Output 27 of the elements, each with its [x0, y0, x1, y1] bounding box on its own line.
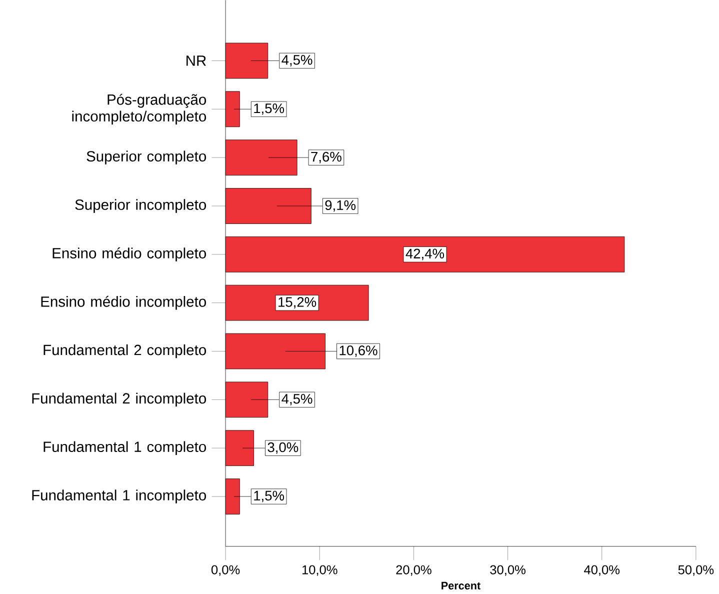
- data-label: 9,1%: [325, 200, 356, 212]
- x-axis-title: Percent: [442, 582, 480, 590]
- data-label: 3,0%: [268, 442, 298, 454]
- data-label: 4,5%: [282, 394, 312, 406]
- x-tick-label: 0,0%: [211, 565, 240, 576]
- data-label: 15,2%: [278, 296, 316, 308]
- x-tick-label: 20,0%: [396, 565, 432, 576]
- x-tick-label: 30,0%: [490, 565, 526, 576]
- y-tick-label: Fundamental 2 completo: [44, 344, 206, 358]
- y-tick-label: Fundamental 2 incompleto: [32, 392, 206, 406]
- data-label: 42,4%: [406, 248, 444, 260]
- data-label: 1,5%: [254, 103, 284, 115]
- y-tick-label: Superior completo: [86, 150, 206, 164]
- data-label: 10,6%: [340, 345, 378, 357]
- y-tick-label: NR: [186, 55, 206, 66]
- x-tick-label: 50,0%: [678, 565, 714, 576]
- data-label: 7,6%: [311, 152, 342, 164]
- y-tick-label: Ensino médio incompleto: [41, 296, 206, 310]
- y-tick-label: Ensino médio completo: [52, 247, 206, 262]
- y-tick-label: Pós-graduação incompleto/completo: [72, 94, 206, 124]
- y-tick-label: Superior incompleto: [75, 198, 206, 213]
- data-label: 1,5%: [254, 490, 284, 502]
- x-tick-label: 10,0%: [302, 565, 338, 576]
- y-tick-label: Fundamental 1 completo: [44, 441, 206, 455]
- data-label: 4,5%: [282, 54, 312, 66]
- y-tick-label: Fundamental 1 incompleto: [32, 489, 206, 504]
- x-tick-label: 40,0%: [584, 565, 620, 576]
